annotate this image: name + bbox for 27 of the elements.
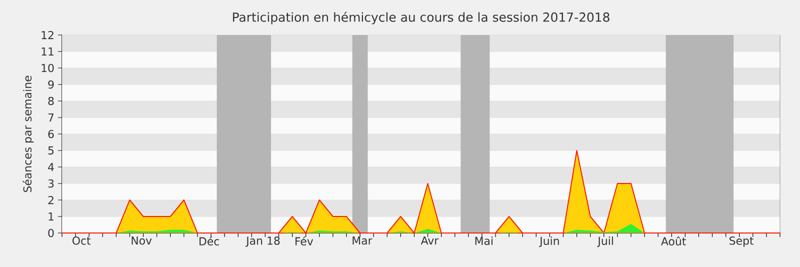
x-tick-label: Juin (539, 236, 559, 248)
y-tick-label: 0 (48, 228, 54, 238)
x-tick-label: Nov (132, 236, 152, 245)
x-tick-label: Sept (730, 236, 754, 247)
y-tick-label: 3 (48, 179, 54, 188)
y-tick-label: 5 (48, 146, 54, 155)
x-tick-label: Oct (72, 236, 91, 245)
y-tick-label: 12 (42, 30, 54, 40)
x-tick-label: Août (661, 236, 686, 246)
y-tick-label: 9 (48, 80, 54, 89)
y-tick-label: 1 (48, 212, 54, 220)
y-tick-label: 2 (48, 196, 54, 204)
x-tick-label: Jan 18 (246, 236, 280, 247)
x-tick-label: Juil (597, 236, 613, 248)
y-tick-label: 4 (48, 163, 54, 171)
y-tick-label: 10 (42, 64, 54, 72)
y-tick-label: 7 (48, 114, 54, 122)
x-tick-label: Avr (420, 236, 439, 245)
x-tick-label: Déc (200, 236, 220, 246)
y-tick-label: 11 (42, 48, 54, 56)
y-tick-label: 8 (48, 96, 54, 106)
x-tick-label: Mai (475, 236, 492, 245)
y-axis-title: Séances par semaine (22, 76, 34, 192)
chart-title: Participation en hémicycle au cours de la session 2017-2018 (233, 12, 610, 24)
x-tick-label: Fév (296, 236, 314, 246)
y-tick-label: 6 (48, 130, 54, 138)
x-tick-label: Mar (352, 236, 372, 245)
